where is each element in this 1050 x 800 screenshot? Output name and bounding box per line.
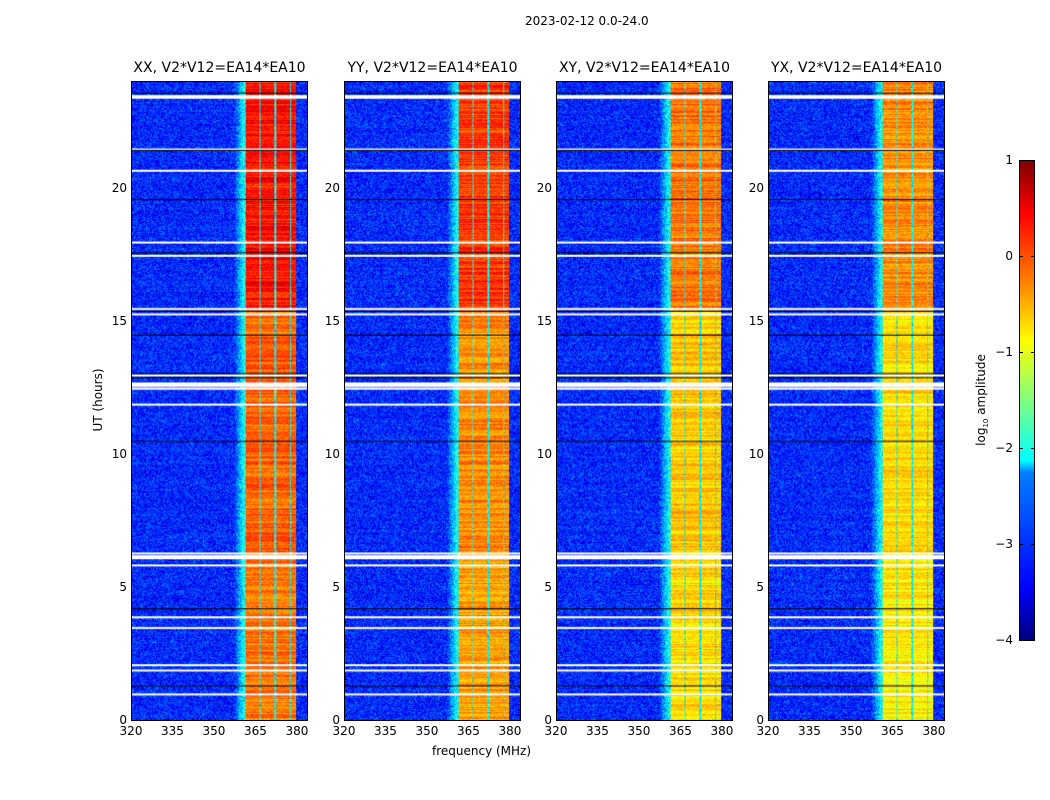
x-tick-label: 365 bbox=[669, 724, 692, 738]
x-tick-label: 350 bbox=[202, 724, 226, 738]
colorbar-tick bbox=[1019, 160, 1035, 161]
x-tick-label: 350 bbox=[627, 724, 651, 738]
x-tick-label: 320 bbox=[756, 724, 780, 738]
x-tick-label: 335 bbox=[161, 724, 184, 738]
spectrogram-panel-1 bbox=[344, 81, 521, 721]
panel-title: XY, V2*V12=EA14*EA10 bbox=[558, 60, 731, 76]
x-tick-label: 365 bbox=[457, 724, 480, 738]
x-tick-label: 320 bbox=[544, 724, 568, 738]
y-tick-label: 10 bbox=[111, 446, 127, 461]
x-tick-label: 350 bbox=[415, 724, 439, 738]
y-tick-label: 0 bbox=[756, 713, 764, 727]
y-tick-label: 20 bbox=[748, 180, 764, 195]
y-tick-label: 20 bbox=[536, 180, 552, 195]
y-tick-label: 10 bbox=[536, 446, 552, 461]
y-tick-label: 20 bbox=[111, 180, 127, 195]
x-tick-label: 365 bbox=[881, 724, 904, 738]
y-tick-label: 15 bbox=[111, 313, 127, 328]
y-tick-label: 5 bbox=[544, 579, 552, 594]
colorbar-tick bbox=[1019, 256, 1035, 257]
colorbar-tick-label: 0 bbox=[1005, 249, 1013, 263]
x-tick-label: 320 bbox=[332, 724, 356, 738]
x-tick-label: 335 bbox=[798, 724, 821, 738]
colorbar-tick-label: −2 bbox=[995, 441, 1013, 455]
spectrogram-panel-3 bbox=[768, 81, 945, 721]
y-tick-label: 0 bbox=[544, 713, 552, 727]
x-tick-label: 320 bbox=[119, 724, 143, 738]
panel-title: YY, V2*V12=EA14*EA10 bbox=[347, 60, 518, 76]
y-tick-label: 5 bbox=[119, 579, 127, 594]
x-tick-label: 365 bbox=[244, 724, 267, 738]
colorbar-tick bbox=[1019, 352, 1035, 353]
x-axis-label: frequency (MHz) bbox=[432, 744, 532, 758]
x-tick-label: 380 bbox=[285, 724, 309, 738]
colorbar-tick-label: −4 bbox=[995, 633, 1013, 647]
y-tick-label: 5 bbox=[756, 579, 764, 594]
y-tick-label: 5 bbox=[332, 579, 340, 594]
heatmap-cells bbox=[345, 82, 520, 720]
colorbar-label: log10 amplitude bbox=[973, 354, 991, 446]
figure-title: 2023-02-12 0.0-24.0 bbox=[525, 14, 649, 28]
colorbar-tick-label: −3 bbox=[995, 537, 1013, 551]
y-tick-label: 15 bbox=[536, 313, 552, 328]
colorbar-tick-label: −1 bbox=[995, 345, 1013, 359]
heatmap-cells bbox=[132, 82, 307, 720]
y-tick-label: 0 bbox=[119, 713, 127, 727]
x-tick-label: 380 bbox=[498, 724, 522, 738]
panel-title: YX, V2*V12=EA14*EA10 bbox=[770, 60, 943, 76]
y-tick-label: 15 bbox=[748, 313, 764, 328]
heatmap-cells bbox=[769, 82, 944, 720]
colorbar-tick bbox=[1019, 640, 1035, 641]
colorbar-tick-label: 1 bbox=[1005, 153, 1013, 167]
y-tick-label: 15 bbox=[324, 313, 340, 328]
x-tick-label: 350 bbox=[839, 724, 863, 738]
colorbar-tick bbox=[1019, 448, 1035, 449]
colorbar bbox=[1019, 160, 1035, 641]
y-tick-label: 20 bbox=[324, 180, 340, 195]
x-tick-label: 380 bbox=[710, 724, 734, 738]
x-tick-label: 335 bbox=[586, 724, 609, 738]
heatmap-cells bbox=[557, 82, 732, 720]
y-axis-label: UT (hours) bbox=[91, 368, 105, 432]
y-tick-label: 10 bbox=[748, 446, 764, 461]
panel-title: XX, V2*V12=EA14*EA10 bbox=[133, 60, 306, 76]
y-tick-label: 0 bbox=[332, 713, 340, 727]
x-tick-label: 380 bbox=[922, 724, 946, 738]
colorbar-tick bbox=[1019, 544, 1035, 545]
x-tick-label: 335 bbox=[374, 724, 397, 738]
spectrogram-panel-0 bbox=[131, 81, 308, 721]
y-tick-label: 10 bbox=[324, 446, 340, 461]
spectrogram-panel-2 bbox=[556, 81, 733, 721]
